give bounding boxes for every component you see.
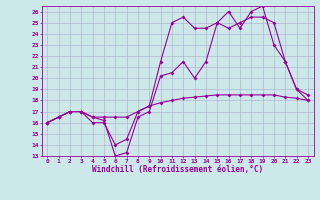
X-axis label: Windchill (Refroidissement éolien,°C): Windchill (Refroidissement éolien,°C) xyxy=(92,165,263,174)
